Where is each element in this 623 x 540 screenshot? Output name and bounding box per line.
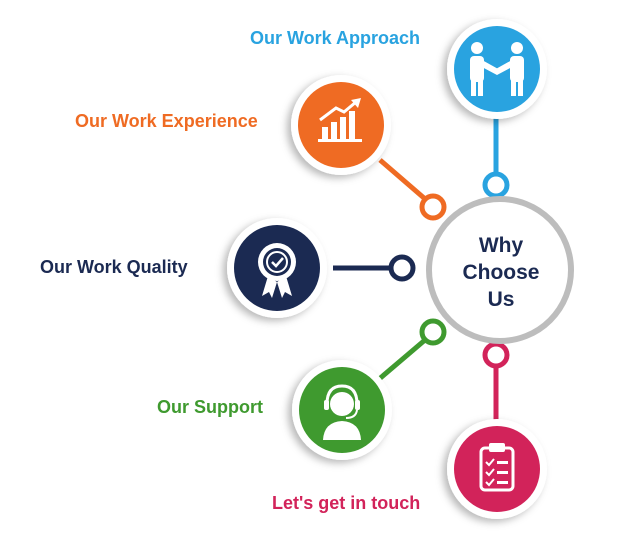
quality-badge-icon [258, 243, 296, 298]
center-ring [426, 196, 574, 344]
label-approach: Our Work Approach [250, 28, 421, 48]
growth-chart-icon [318, 98, 362, 142]
connector-experience [378, 158, 447, 221]
center-title-line3: Us [487, 288, 515, 311]
node-experience [291, 75, 391, 175]
handshake-icon [470, 42, 524, 96]
label-support: Our Support [157, 397, 263, 417]
node-support [292, 360, 392, 460]
headset-agent-icon [323, 384, 361, 440]
clipboard-checklist-icon [479, 443, 515, 492]
node-quality [227, 218, 327, 318]
center-title-line2: Choose [462, 261, 540, 284]
center-title: Why Choose Us [440, 232, 562, 313]
node-approach [447, 19, 547, 119]
connector-support [376, 318, 447, 382]
label-contact: Let's get in touch [272, 493, 421, 513]
connector-contact [482, 341, 510, 425]
node-contact [447, 419, 547, 519]
connector-quality [333, 254, 416, 282]
connector-approach [482, 118, 510, 199]
label-quality: Our Work Quality [40, 257, 188, 277]
label-experience: Our Work Experience [75, 111, 258, 131]
center-title-line1: Why [478, 234, 524, 257]
